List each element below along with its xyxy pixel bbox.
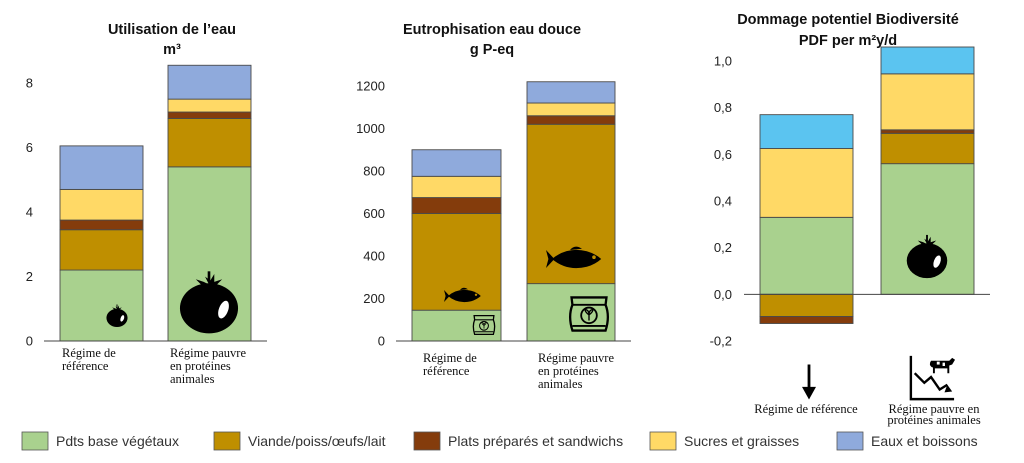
y-tick-label: 0 [26,334,33,349]
y-tick-label: 1200 [356,79,385,94]
bar-segment-sucres-et-graisses [759,148,854,218]
y-tick-label: 0,4 [714,194,732,209]
legend-label: Pdts base végétaux [56,433,179,449]
y-tick-label: 0 [378,334,385,349]
bar-segment-viande-poiss-oeufs-lait [880,132,975,165]
category-label: Régime pauvre [538,351,614,365]
chart-title: Dommage potentiel Biodiversité [737,12,959,28]
y-tick-label: 2 [26,269,33,284]
bar-segment-plats-prepares-et-sandwichs [526,115,616,125]
bar-segment-sucres-et-graisses [167,98,252,113]
chart-eutrophication: Eutrophisation eau douce g P-eq 0 200 400 600… [356,22,631,391]
y-tick-label: 0,8 [714,100,732,115]
y-tick-label: 1000 [356,121,385,136]
legend-swatch [836,431,864,451]
bar-segment-pdts-base-vegetaux [59,269,144,342]
legend-swatch [649,431,677,451]
legend-label: Sucres et graisses [684,433,799,449]
bar-segment-eaux-et-boissons [411,149,502,177]
legend-item: Viande/poiss/œufs/lait [213,431,386,451]
bar-segment-viande-poiss-oeufs-lait [759,293,854,317]
chart-subtitle: PDF per m²y/d [799,33,897,49]
category-label: Régime pauvre en [889,402,981,416]
legend-label: Plats préparés et sandwichs [448,433,623,449]
bar-segment-pdts-base-vegetaux [759,216,854,295]
legend-swatch [413,431,441,451]
y-tick-label: 200 [363,291,385,306]
legend-item: Sucres et graisses [649,431,799,451]
chart-subtitle: m³ [163,42,181,58]
chart-water-use: Utilisation de l’eau m³ 0 2 4 6 8 Régime deréfé… [26,22,267,386]
chart-title: Eutrophisation eau douce [403,22,581,38]
cow-decline-icon [909,354,957,401]
y-tick-label: 600 [363,206,385,221]
y-tick-label: 800 [363,164,385,179]
y-tick-label: 0,2 [714,240,732,255]
y-tick-label: 0,6 [714,147,732,162]
bar-segment-eaux-et-boissons [59,145,144,190]
bar-segment-eaux-et-boissons [880,46,975,75]
legend-label: Eaux et boissons [871,433,978,449]
legend-swatch [213,431,241,451]
y-tick-label: 8 [26,76,33,91]
chart-subtitle: g P-eq [470,42,514,58]
y-tick-label: 4 [26,205,33,220]
bar-segment-viande-poiss-oeufs-lait [167,118,252,168]
bar-segment-eaux-et-boissons [167,64,252,100]
bar-segment-plats-prepares-et-sandwichs [167,111,252,119]
bar-segment-plats-prepares-et-sandwichs [411,197,502,214]
y-tick-label: 0,0 [714,287,732,302]
category-label: protéines animales [887,413,981,427]
bar-segment-plats-prepares-et-sandwichs [880,129,975,134]
bar-segment-pdts-base-vegetaux [411,309,502,342]
down-arrow-icon [802,364,816,400]
category-label: Régime de référence [754,402,858,416]
legend-swatch [21,431,49,451]
category-label: en protéines [170,359,231,373]
bar-segment-eaux-et-boissons [526,81,616,104]
bar-segment-sucres-et-graisses [59,188,144,221]
legend-label: Viande/poiss/œufs/lait [248,433,386,449]
bar-segment-sucres-et-graisses [880,73,975,131]
y-tick-label: 400 [363,249,385,264]
category-label: animales [538,377,583,391]
category-label: Régime pauvre [170,346,246,360]
legend-item: Plats préparés et sandwichs [413,431,623,451]
legend-item: Eaux et boissons [836,431,978,451]
category-label: référence [423,364,470,378]
bar-segment-sucres-et-graisses [411,175,502,199]
legend: Pdts base végétaux Viande/poiss/œufs/lai… [21,431,978,451]
y-tick-label: -0,2 [710,334,732,349]
category-label: animales [170,372,215,386]
bar-segment-plats-prepares-et-sandwichs [759,316,854,324]
bar-segment-viande-poiss-oeufs-lait [59,229,144,271]
chart-title: Utilisation de l’eau [108,22,236,38]
category-label: Régime de [423,351,477,365]
y-tick-label: 1,0 [714,54,732,69]
bar-segment-eaux-et-boissons [759,114,854,149]
category-label: Régime de [62,346,116,360]
category-label: en protéines [538,364,599,378]
y-tick-label: 6 [26,140,33,155]
bar-segment-plats-prepares-et-sandwichs [59,219,144,231]
bar-segment-sucres-et-graisses [526,102,616,117]
category-label: référence [62,359,109,373]
legend-item: Pdts base végétaux [21,431,179,451]
